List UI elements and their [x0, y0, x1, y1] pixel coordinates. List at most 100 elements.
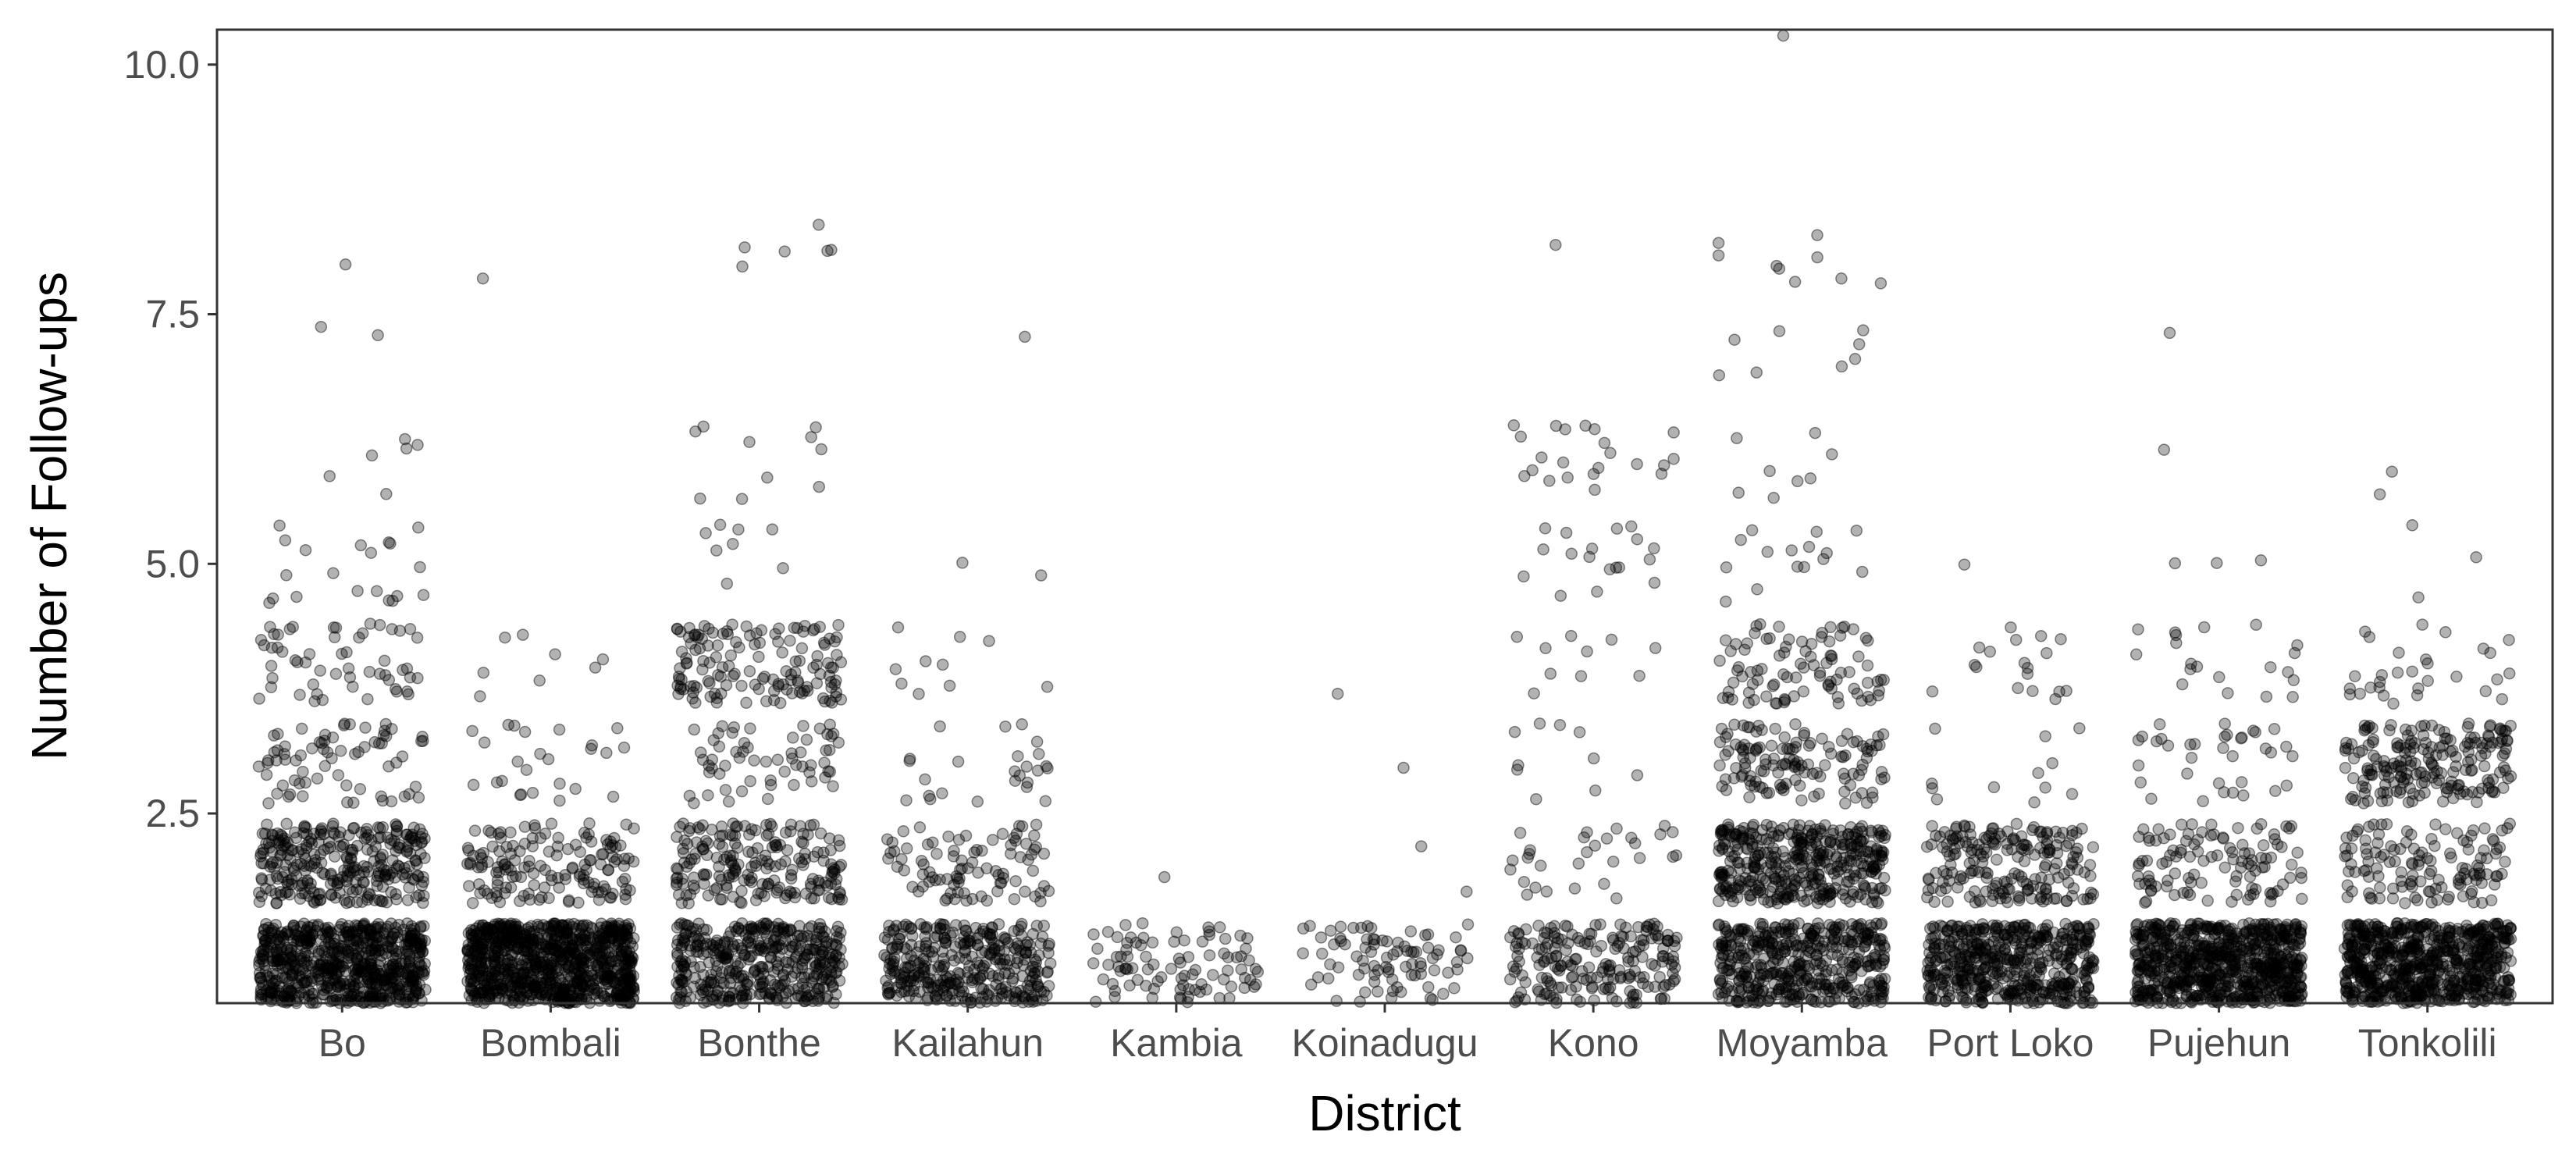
- data-point: [756, 960, 768, 973]
- data-point: [1304, 920, 1316, 932]
- data-point: [290, 924, 303, 937]
- data-point: [273, 519, 286, 532]
- data-point: [1514, 827, 1527, 839]
- data-point: [688, 797, 700, 810]
- data-point: [756, 854, 768, 867]
- data-point: [1642, 981, 1655, 994]
- data-point: [280, 569, 293, 582]
- data-point: [465, 959, 479, 973]
- data-point: [703, 766, 716, 778]
- data-point: [1603, 981, 1617, 994]
- data-point: [735, 970, 748, 983]
- data-point: [1039, 795, 1052, 807]
- data-point: [372, 329, 384, 342]
- data-point: [290, 935, 304, 948]
- data-point: [921, 838, 934, 851]
- data-point: [364, 925, 377, 938]
- data-point: [291, 932, 304, 945]
- data-point: [1779, 995, 1791, 1009]
- data-point: [744, 722, 756, 735]
- data-point: [1870, 842, 1883, 856]
- data-point: [1751, 959, 1764, 972]
- data-point: [983, 635, 995, 647]
- data-point: [713, 518, 727, 532]
- data-point: [368, 947, 382, 959]
- data-point: [677, 842, 689, 856]
- data-point: [1110, 951, 1123, 963]
- data-point: [778, 765, 791, 778]
- data-point: [1542, 975, 1554, 988]
- data-point: [279, 534, 292, 546]
- data-point: [325, 962, 337, 975]
- data-point: [1008, 831, 1020, 845]
- data-point: [301, 976, 313, 989]
- data-point: [821, 244, 834, 258]
- data-point: [1247, 981, 1261, 993]
- data-point: [300, 974, 313, 988]
- data-point: [1324, 958, 1336, 971]
- data-point: [504, 826, 517, 838]
- data-point: [1620, 921, 1632, 934]
- data-point: [403, 955, 416, 968]
- data-point: [385, 795, 398, 808]
- data-point: [553, 723, 566, 736]
- data-point: [347, 980, 360, 992]
- data-point: [1009, 874, 1022, 888]
- data-point: [323, 963, 336, 976]
- data-point: [727, 891, 740, 903]
- data-point: [589, 661, 602, 674]
- data-point: [1805, 841, 1817, 854]
- data-point: [382, 963, 394, 976]
- data-point: [545, 957, 558, 970]
- data-point: [299, 776, 312, 789]
- data-point: [279, 960, 292, 973]
- data-point: [415, 959, 428, 972]
- data-point: [826, 696, 838, 709]
- data-point: [462, 927, 475, 940]
- data-point: [275, 941, 287, 954]
- data-point: [1747, 860, 1760, 874]
- data-point: [254, 986, 267, 998]
- data-point: [311, 920, 324, 933]
- data-point: [407, 962, 419, 974]
- data-point: [952, 755, 965, 768]
- data-point: [1605, 633, 1618, 646]
- data-point: [1819, 759, 1831, 771]
- data-point: [254, 983, 268, 995]
- data-point: [578, 973, 591, 986]
- data-point: [598, 932, 610, 945]
- data-point: [369, 939, 382, 952]
- data-point: [265, 981, 279, 995]
- data-point: [297, 963, 309, 975]
- data-point: [776, 646, 788, 659]
- data-point: [463, 880, 475, 892]
- data-point: [261, 984, 273, 997]
- data-point: [374, 977, 386, 991]
- data-point: [478, 736, 491, 749]
- data-point: [675, 957, 688, 970]
- data-point: [592, 893, 606, 906]
- data-point: [800, 733, 813, 746]
- data-point: [805, 431, 817, 443]
- data-point: [321, 926, 334, 938]
- data-point: [363, 973, 376, 986]
- data-point: [1572, 857, 1585, 870]
- data-point: [254, 847, 268, 860]
- data-point: [386, 950, 399, 963]
- data-point: [369, 988, 382, 1001]
- data-point: [1009, 774, 1022, 787]
- data-point: [1037, 920, 1051, 932]
- data-point: [1771, 953, 1784, 966]
- data-point: [808, 892, 820, 905]
- data-point: [253, 886, 265, 899]
- data-point: [380, 488, 393, 500]
- data-point: [289, 959, 301, 972]
- data-point: [351, 928, 364, 941]
- data-point: [374, 955, 386, 967]
- data-point: [1419, 929, 1432, 941]
- data-point: [254, 971, 267, 984]
- data-point: [258, 959, 271, 971]
- data-point: [1222, 964, 1234, 977]
- data-point: [939, 936, 952, 949]
- data-point: [761, 792, 774, 806]
